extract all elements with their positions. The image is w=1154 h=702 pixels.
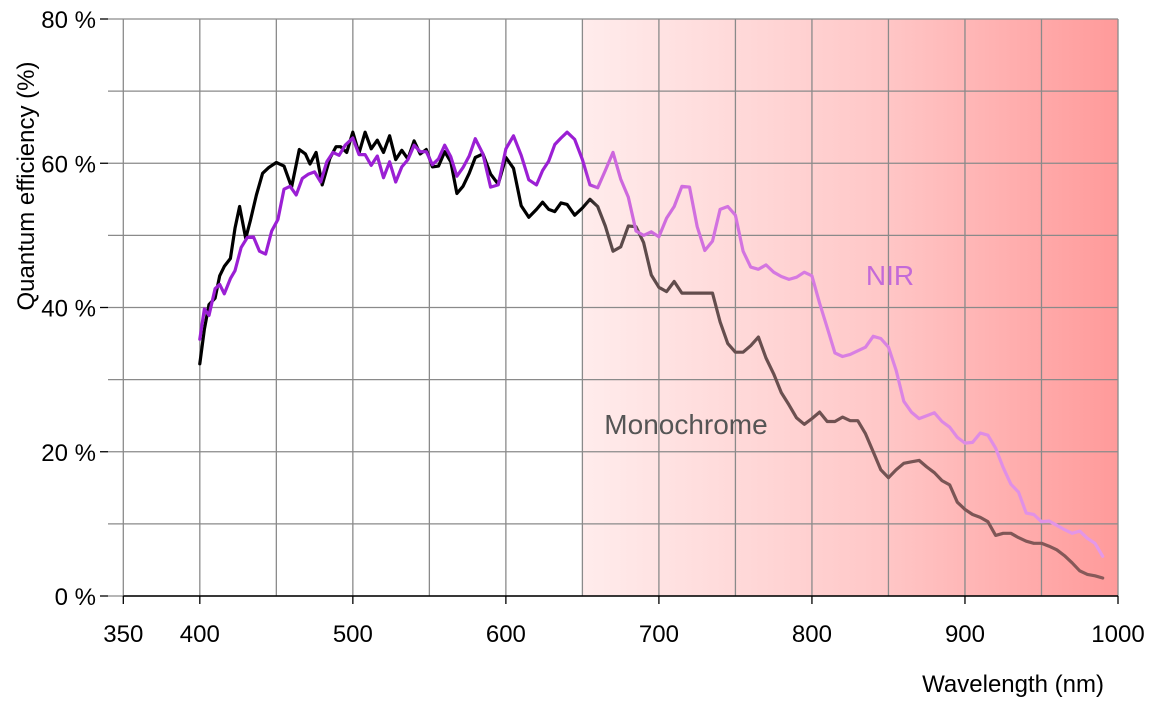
x-axis-ticks: 350 400 500 600 700 800 900 1000: [103, 595, 1145, 648]
x-axis-title: Wavelength (nm): [922, 671, 1104, 698]
y-tick-label: 80 %: [41, 7, 96, 34]
y-tick-label: 20 %: [41, 440, 96, 467]
x-tick-label: 700: [639, 621, 679, 648]
y-tick-label: 60 %: [41, 151, 96, 178]
y-axis-ticks: 0 % 20 % 40 % 60 % 80 %: [41, 7, 108, 611]
x-tick-label: 900: [945, 621, 985, 648]
x-tick-label: 400: [180, 621, 220, 648]
x-tick-label: 350: [103, 621, 143, 648]
grid: [108, 18, 1119, 597]
y-tick-label: 0 %: [55, 584, 96, 611]
x-tick-label: 800: [792, 621, 832, 648]
series-label-nir: NIR: [866, 260, 914, 291]
x-tick-label: 1000: [1091, 621, 1144, 648]
x-tick-label: 500: [333, 621, 373, 648]
series-line-monochrome: [198, 130, 1105, 580]
series-lines: [198, 130, 1105, 580]
y-tick-label: 40 %: [41, 296, 96, 323]
y-axis-title: Quantum efficiency (%): [13, 62, 40, 311]
series-label-monochrome: Monochrome: [604, 409, 767, 440]
x-tick-label: 600: [486, 621, 526, 648]
series-line-nir: [198, 130, 1105, 558]
